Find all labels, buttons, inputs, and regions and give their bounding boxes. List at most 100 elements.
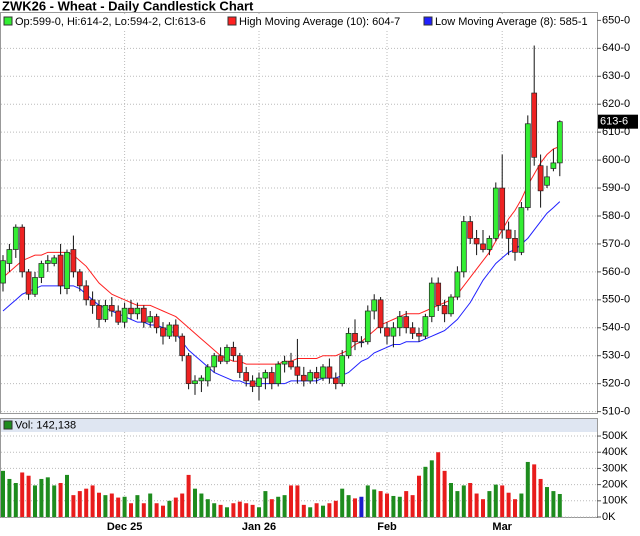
volume-bar [244,503,249,517]
candle-body [262,372,269,379]
volume-bar [39,478,44,517]
candle-body [320,366,326,379]
volume-bar [340,488,345,517]
volume-bar [103,495,108,517]
volume-bar [193,488,197,517]
volume-bar [525,461,530,517]
y-tick-label: 300K [602,462,628,474]
volume-bar [205,499,210,517]
candle-body [192,380,198,385]
volume-bar [212,503,217,517]
candle-body [352,333,358,343]
volume-bar [487,491,492,517]
candle-body [326,366,333,379]
y-tick-label: 560-0 [602,266,630,278]
volume-bar [186,474,191,517]
y-tick-label: 400K [602,446,628,458]
candle-body [19,226,26,273]
volume-header [1,419,597,432]
volume-bar [513,499,517,517]
volume-bar [58,483,63,517]
x-tick-label: Dec 25 [107,521,142,533]
candle-body [51,257,58,264]
volume-bar [545,487,549,517]
volume-bar [276,496,281,517]
x-tick-label: Mar [492,521,512,533]
volume-bar [26,475,31,517]
volume-bar [301,504,306,517]
x-tick-label: Feb [377,521,397,533]
volume-bar [225,507,229,517]
candle-body [153,316,160,329]
volume-bar [481,499,485,517]
candle-body [499,187,506,231]
y-tick-label: 0K [602,511,616,523]
candle-body [524,123,531,208]
candle-body [83,285,90,301]
volume-bar [129,503,133,517]
candle-body [422,316,429,337]
volume-bar [500,485,505,517]
volume-bar [250,504,255,517]
candle-body [531,92,538,158]
candle-body [345,333,352,357]
candle-body [38,263,45,278]
volume-bar [474,493,479,517]
volume-bar [122,496,127,517]
candle-body [64,251,70,289]
volume-bar [52,485,57,517]
volume-bar [385,493,389,517]
volume-bar [180,493,185,517]
candle-body [486,237,493,250]
volume-bar [493,484,498,517]
candle-body [364,310,371,343]
candle-body [467,221,474,239]
legend-swatch [423,16,433,26]
candle-body [128,307,134,315]
volume-bar [154,503,159,517]
volume-bar [173,497,178,517]
candle-body [537,165,544,192]
candle-body [160,327,166,337]
candle-body [140,307,147,323]
y-tick-label: 200K [602,479,628,491]
y-tick-label: 550-0 [602,294,630,306]
candle-body [332,377,339,385]
candle-body [96,305,102,320]
candle-body [256,377,262,387]
candle-body [403,316,410,329]
legend-swatch [227,16,237,26]
volume-bar [263,491,268,517]
volume-bar [257,507,261,517]
candle-body [390,327,397,337]
candle-body [70,249,77,273]
candle-body [288,360,294,368]
candle-body [25,271,32,295]
volume-bar [436,452,441,517]
volume-label: Vol: 142,138 [15,419,76,431]
volume-bar [161,505,165,517]
candle-body [121,307,128,323]
volume-bar [269,499,274,517]
volume-bar [97,492,101,517]
volume-bar [20,472,25,517]
candle-body [473,237,480,245]
volume-bar [321,505,325,517]
legend-text: High Moving Average (10): 604-7 [239,16,400,28]
candle-body [377,299,384,329]
volume-bar [289,485,293,517]
candle-body [512,237,518,253]
volume-bar [391,495,396,517]
y-tick-label: 610-0 [602,126,630,138]
volume-bar [506,492,511,517]
candle-body [166,324,173,337]
candle-body [556,121,563,164]
volume-bar [455,491,460,517]
volume-bar [461,485,466,517]
candle-body [12,226,19,250]
candle-body [204,366,211,382]
volume-bar [218,504,223,517]
volume-bar [109,493,114,517]
candle-body [172,324,179,337]
candle-body [89,299,96,306]
